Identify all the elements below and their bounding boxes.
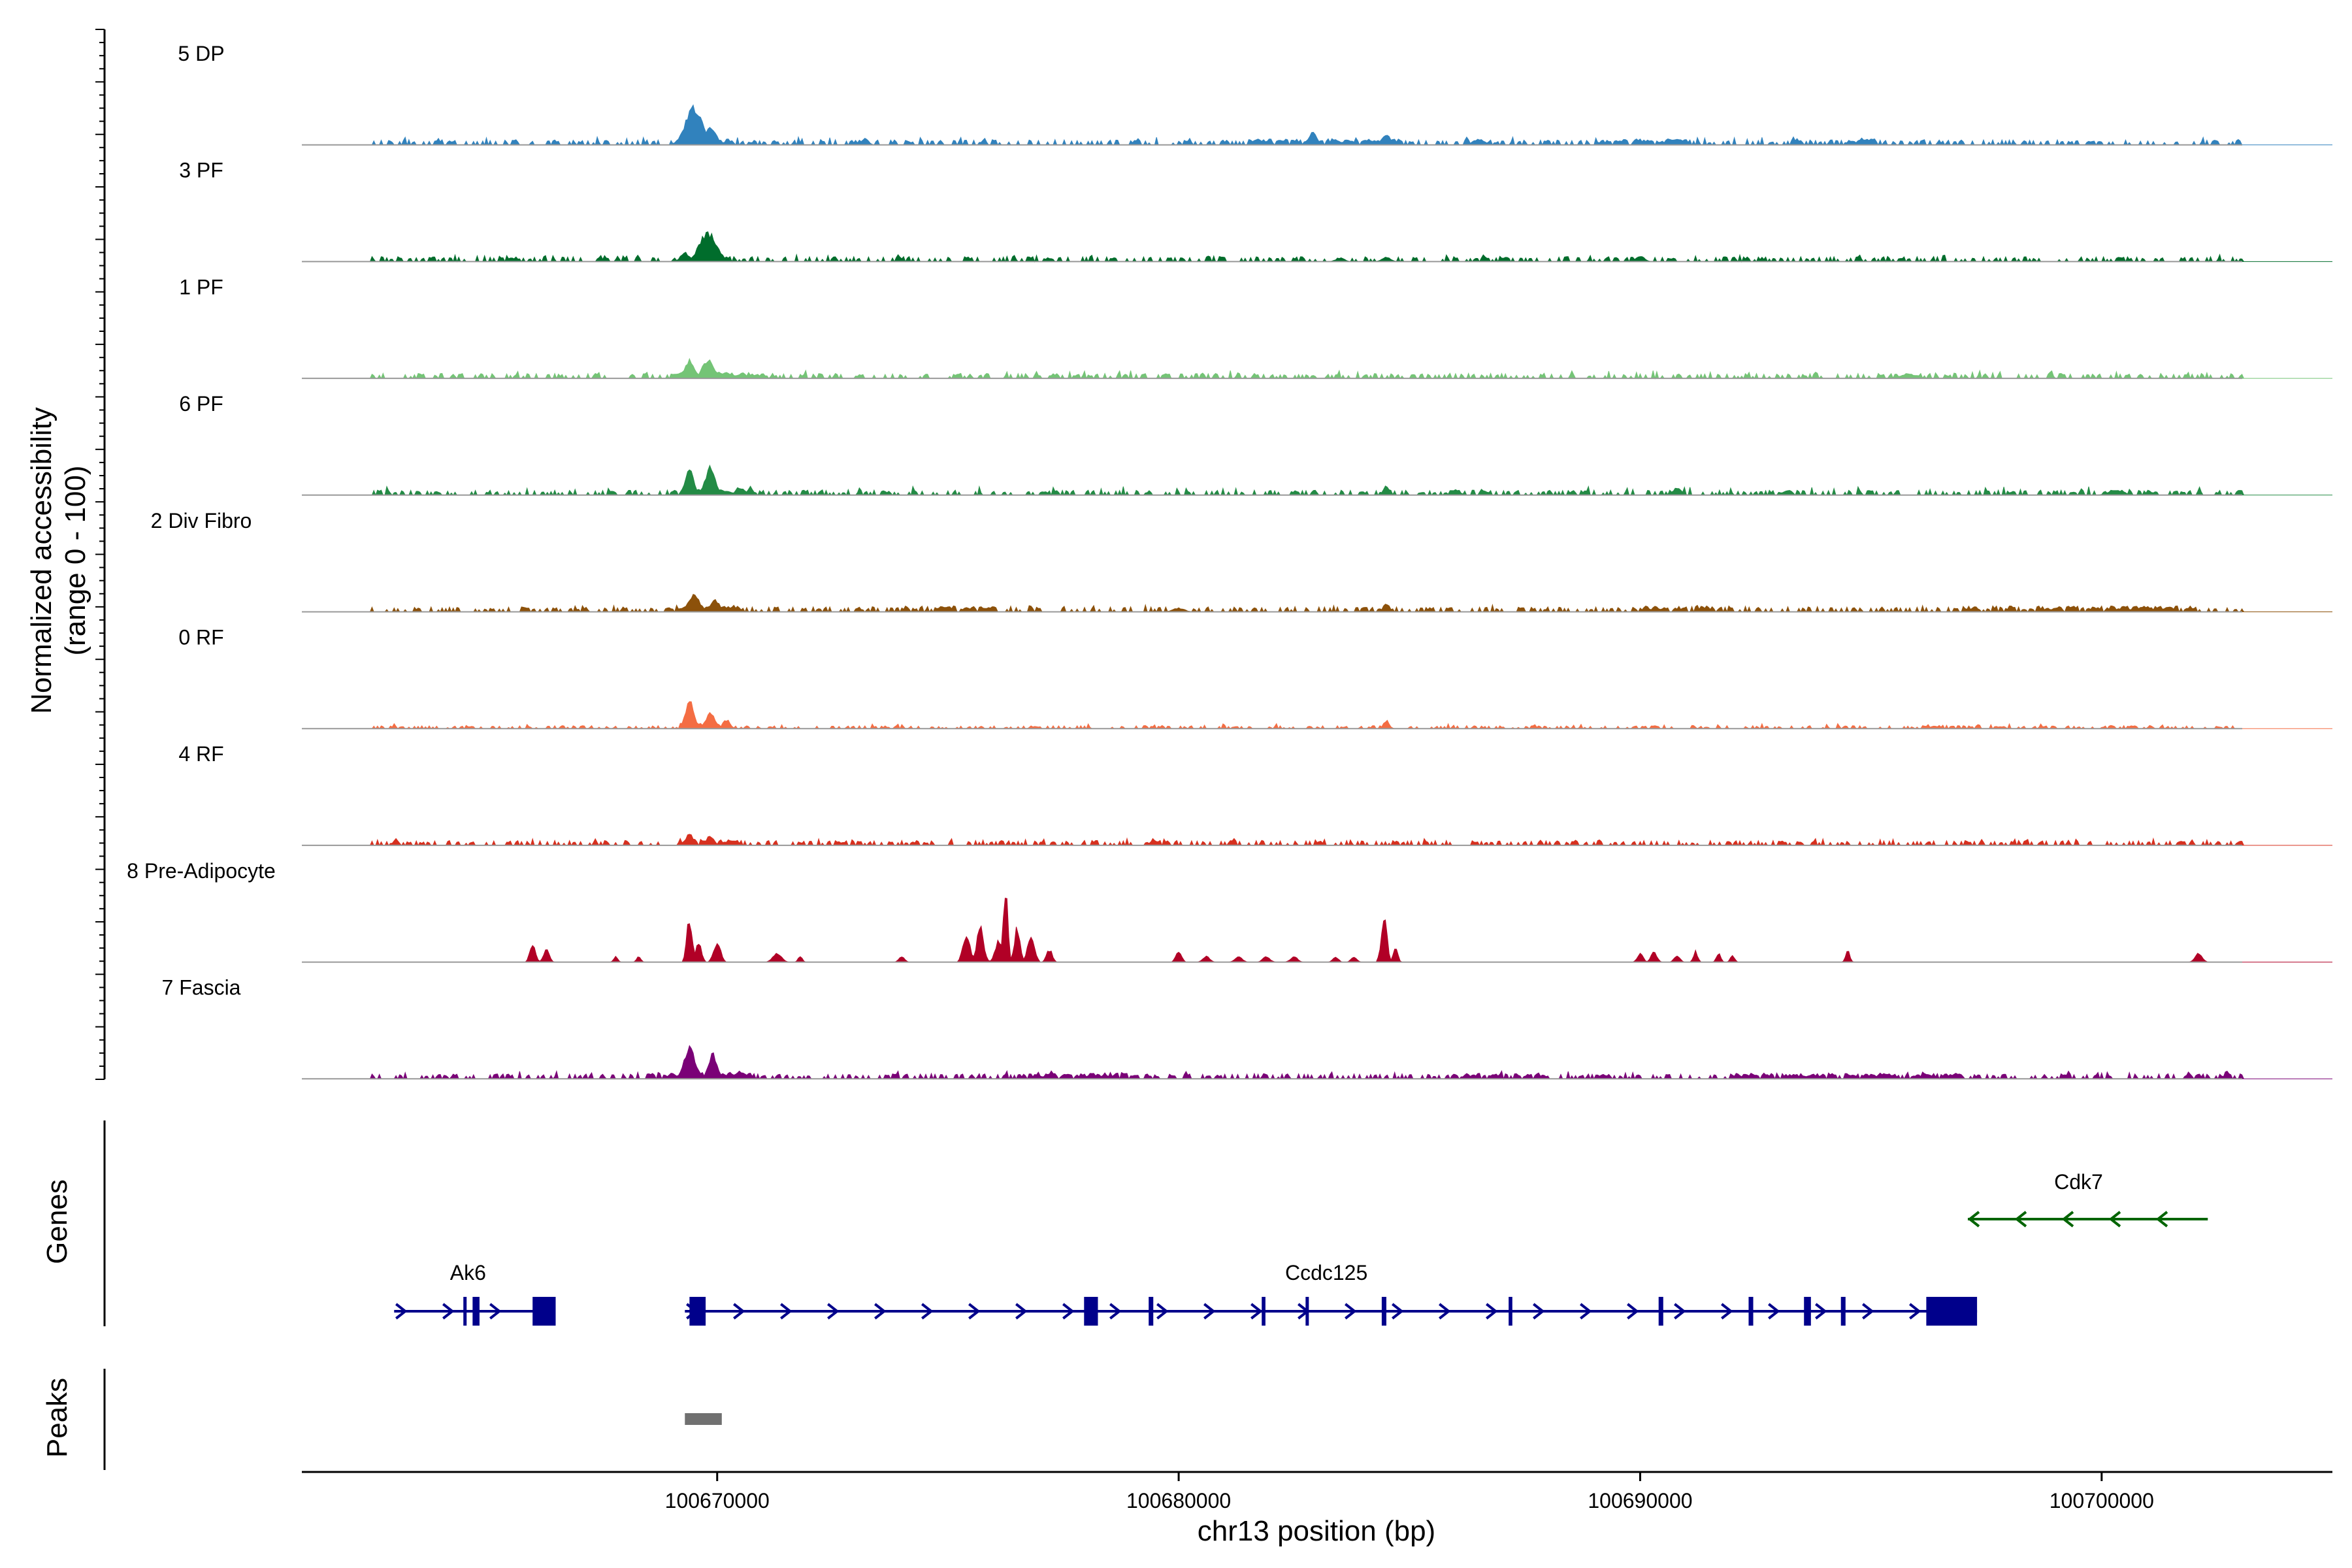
strand-arrow bbox=[1674, 1303, 1686, 1320]
track-label: 3 PF bbox=[179, 159, 223, 182]
strand-arrow bbox=[1967, 1211, 1980, 1228]
strand-arrow bbox=[1580, 1303, 1592, 1320]
gene-label: Ak6 bbox=[450, 1261, 486, 1284]
coverage-area bbox=[302, 834, 2332, 847]
exon bbox=[1926, 1297, 1978, 1326]
strand-arrow bbox=[1486, 1303, 1498, 1320]
strand-arrow bbox=[733, 1303, 745, 1320]
track-label: 8 Pre-Adipocyte bbox=[127, 859, 276, 883]
strand-arrow bbox=[1768, 1303, 1780, 1320]
track-2-div-fibro: 2 Div Fibro bbox=[151, 509, 2332, 613]
strand-arrow bbox=[1156, 1303, 1169, 1320]
y-axis-label-line1: Normalized accessibility bbox=[25, 407, 57, 713]
exon bbox=[1084, 1297, 1098, 1326]
exon bbox=[532, 1297, 556, 1326]
gene-label: Ccdc125 bbox=[1285, 1261, 1367, 1284]
strand-arrow bbox=[1909, 1303, 1921, 1320]
track-1-pf: 1 PF bbox=[179, 275, 2332, 380]
peaks-track bbox=[685, 1413, 722, 1425]
coverage-area bbox=[302, 898, 2332, 963]
exon bbox=[1509, 1297, 1512, 1326]
strand-arrow bbox=[442, 1303, 455, 1320]
track-label: 4 RF bbox=[178, 742, 223, 766]
track-label: 0 RF bbox=[178, 626, 223, 649]
track-0-rf: 0 RF bbox=[178, 626, 2332, 730]
exon bbox=[1658, 1297, 1663, 1326]
strand-arrow bbox=[395, 1303, 408, 1320]
coverage-tracks: 5 DP 3 PF 1 PF 6 PF 2 Div Fibro 0 RF 4 RF 8 Pre… bbox=[127, 42, 2332, 1081]
exon bbox=[1305, 1297, 1309, 1326]
strand-arrow bbox=[2061, 1211, 2074, 1228]
exon bbox=[472, 1297, 480, 1326]
strand-arrow bbox=[1345, 1303, 1357, 1320]
x-axis: 100670000 100680000 100690000 100700000 bbox=[302, 1471, 2332, 1512]
coverage-area bbox=[302, 593, 2332, 613]
x-tick-label: 100700000 bbox=[2050, 1489, 2154, 1512]
strand-arrow bbox=[1109, 1303, 1122, 1320]
peak-region bbox=[685, 1413, 722, 1425]
strand-arrow bbox=[921, 1303, 934, 1320]
strand-arrow bbox=[1439, 1303, 1451, 1320]
x-tick-label: 100690000 bbox=[1588, 1489, 1692, 1512]
x-tick-label: 100670000 bbox=[665, 1489, 770, 1512]
strand-arrow bbox=[1721, 1303, 1733, 1320]
strand-arrow bbox=[1015, 1303, 1028, 1320]
coverage-area bbox=[302, 231, 2332, 263]
exon bbox=[1748, 1297, 1754, 1326]
strand-arrow bbox=[1203, 1303, 1216, 1320]
strand-arrow bbox=[1250, 1303, 1263, 1320]
exon bbox=[1262, 1297, 1266, 1326]
track-3-pf: 3 PF bbox=[179, 159, 2332, 263]
exon bbox=[1840, 1297, 1846, 1326]
x-tick-label: 100680000 bbox=[1126, 1489, 1231, 1512]
track-7-fascia: 7 Fascia bbox=[162, 976, 2332, 1081]
coverage-area bbox=[302, 357, 2332, 380]
genes-axis-label: Genes bbox=[41, 1179, 73, 1264]
gene-label: Cdk7 bbox=[2054, 1170, 2103, 1194]
track-6-pf: 6 PF bbox=[179, 392, 2332, 497]
left-axis-ticks bbox=[95, 29, 106, 1470]
strand-arrow bbox=[968, 1303, 981, 1320]
exon bbox=[1149, 1297, 1154, 1326]
strand-arrow bbox=[1627, 1303, 1639, 1320]
gene-ccdc125: Ccdc125 bbox=[685, 1261, 1978, 1326]
exon bbox=[1804, 1297, 1811, 1326]
strand-arrow bbox=[1815, 1303, 1827, 1320]
strand-arrow bbox=[874, 1303, 887, 1320]
coverage-area bbox=[302, 701, 2332, 730]
coverage-area bbox=[302, 464, 2332, 497]
track-4-rf: 4 RF bbox=[178, 742, 2332, 847]
strand-arrow bbox=[827, 1303, 840, 1320]
gene-ak6: Ak6 bbox=[394, 1261, 556, 1326]
track-label: 7 Fascia bbox=[162, 976, 241, 1000]
y-axis-label-line2: (range 0 - 100) bbox=[59, 465, 91, 655]
coverage-area bbox=[302, 104, 2332, 146]
track-label: 5 DP bbox=[178, 42, 224, 65]
strand-arrow bbox=[489, 1303, 502, 1320]
strand-arrow bbox=[1392, 1303, 1404, 1320]
strand-arrow bbox=[1533, 1303, 1545, 1320]
exon bbox=[689, 1297, 706, 1326]
coverage-area bbox=[302, 1045, 2332, 1081]
track-8-pre-adipocyte: 8 Pre-Adipocyte bbox=[127, 859, 2332, 963]
strand-arrow bbox=[2108, 1211, 2121, 1228]
x-axis-title: chr13 position (bp) bbox=[1198, 1515, 1435, 1547]
track-5-dp: 5 DP bbox=[178, 42, 2332, 146]
track-label: 2 Div Fibro bbox=[151, 509, 252, 532]
strand-arrow bbox=[1862, 1303, 1874, 1320]
gene-annotation-track: Ak6 Ccdc125 Cdk7 bbox=[394, 1170, 2208, 1326]
track-label: 6 PF bbox=[179, 392, 223, 416]
peaks-axis-label: Peaks bbox=[41, 1378, 73, 1458]
strand-arrow bbox=[2014, 1211, 2027, 1228]
strand-arrow bbox=[780, 1303, 792, 1320]
exon bbox=[463, 1297, 467, 1326]
gene-cdk7: Cdk7 bbox=[1967, 1170, 2208, 1228]
exon bbox=[1381, 1297, 1386, 1326]
track-label: 1 PF bbox=[179, 275, 223, 299]
strand-arrow bbox=[1062, 1303, 1075, 1320]
strand-arrow bbox=[2155, 1211, 2168, 1228]
